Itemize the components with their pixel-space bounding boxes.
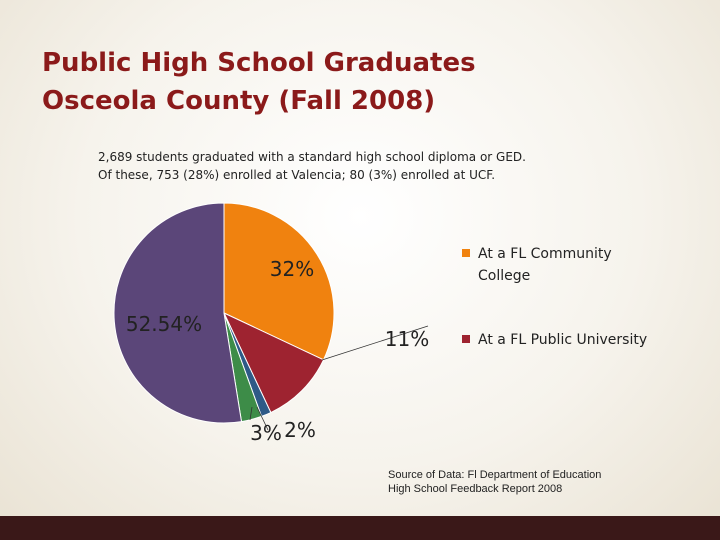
leader-line: [256, 406, 269, 431]
legend-label-community-college: At a FL Community College: [478, 246, 612, 284]
pie-slice-at-a-fl-community-college: [223, 202, 335, 361]
pie-label-small-green: 3%: [250, 421, 282, 445]
pie-label-small-blue: 2%: [284, 418, 316, 442]
slide-title: Public High School Graduates Osceola Cou…: [42, 44, 476, 120]
legend-swatch-community-college: [462, 249, 470, 257]
pie-label-majority: 52.54%: [126, 312, 202, 336]
title-line-1: Public High School Graduates: [42, 48, 476, 78]
slide-subtitle: 2,689 students graduated with a standard…: [98, 148, 658, 184]
pie-label-public-university: 11%: [385, 327, 429, 351]
leader-line: [249, 406, 253, 421]
footer-bar: [0, 516, 720, 540]
legend-label-public-university: At a FL Public University: [478, 332, 648, 348]
data-source-note: Source of Data: Fl Department of Educati…: [388, 468, 601, 496]
title-line-2: Osceola County (Fall 2008): [42, 86, 436, 116]
subtitle-line-1: 2,689 students graduated with a standard…: [98, 150, 526, 164]
leader-line: [321, 325, 429, 361]
legend-swatch-public-university: [462, 335, 470, 343]
pie-slice-at-a-fl-public-university: [222, 311, 325, 414]
source-line-2: High School Feedback Report 2008: [388, 483, 563, 495]
source-line-1: Source of Data: Fl Department of Educati…: [388, 469, 602, 481]
pie-slice-segment-5: [113, 202, 243, 424]
pie-label-community-college: 32%: [270, 257, 314, 281]
subtitle-line-2: Of these, 753 (28%) enrolled at Valencia…: [98, 168, 496, 182]
